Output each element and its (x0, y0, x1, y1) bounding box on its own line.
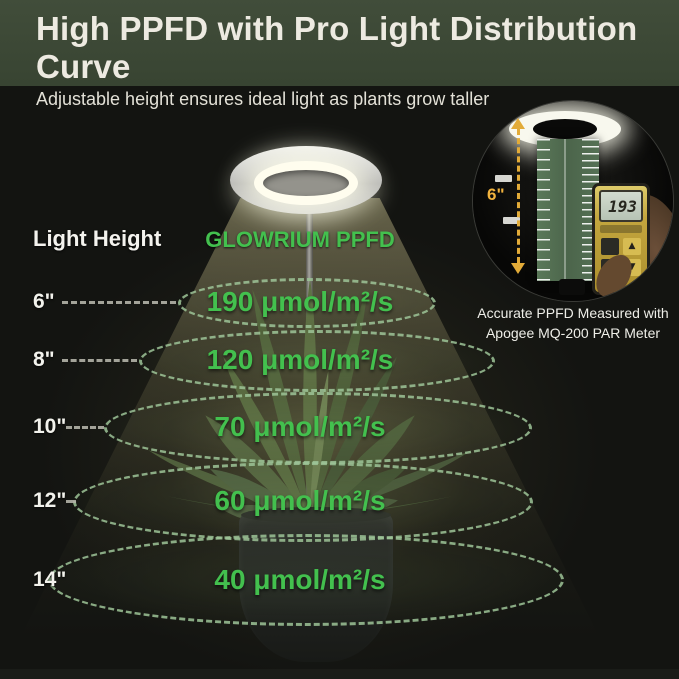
inset-distance-label: 6" (487, 185, 505, 204)
ppfd-value-14in: 40 μmol/m²/s (214, 564, 386, 595)
ruler-ticks-left (537, 139, 550, 281)
distribution-ellipse-6in (178, 278, 436, 328)
height-label-10in: 10" (33, 415, 67, 438)
ruler-label-chip (503, 217, 520, 224)
height-label-12in: 12" (33, 489, 67, 512)
meter-brand-strip (600, 225, 642, 233)
height-label-6in: 6" (33, 290, 55, 313)
ruler-divider (564, 139, 566, 281)
measurement-inset-photo: 193 ▲ ▼ 6" (473, 101, 673, 301)
ppfd-value-12in: 60 μmol/m²/s (214, 485, 386, 516)
inset-ring-light-hole (533, 119, 597, 139)
meter-lcd-display: 193 (599, 190, 643, 222)
ppfd-column-header: GLOWRIUM PPFD (205, 227, 395, 252)
light-height-column-header: Light Height (33, 226, 162, 251)
caption-line-2: Apogee MQ-200 PAR Meter (485, 325, 661, 341)
leader-line-6in (62, 301, 176, 304)
distance-arrow-up-icon (511, 118, 525, 129)
ppfd-value-10in: 70 μmol/m²/s (214, 411, 386, 442)
distribution-ellipse-8in (139, 330, 495, 392)
ring-light-glow (254, 161, 358, 205)
inset-caption: Accurate PPFD Measured with Apogee MQ-20… (443, 303, 679, 343)
page-title: High PPFD with Pro Light Distribution Cu… (36, 10, 638, 85)
height-label-8in: 8" (33, 348, 55, 371)
distance-arrow-line (517, 129, 520, 263)
header-band: High PPFD with Pro Light Distribution Cu… (0, 0, 679, 109)
leader-line-10in (66, 426, 104, 429)
ruler-stand (559, 279, 585, 295)
meter-button-dark (601, 238, 619, 255)
leader-line-12in (66, 500, 76, 503)
distribution-ellipse-14in (48, 534, 564, 626)
ruler (537, 139, 599, 281)
height-label-14in: 14" (33, 568, 67, 591)
ppfd-value-6in: 190 μmol/m²/s (206, 286, 394, 317)
ppfd-value-8in: 120 μmol/m²/s (206, 344, 394, 375)
ruler-label-chip (495, 175, 512, 182)
caption-line-1: Accurate PPFD Measured with (477, 305, 669, 321)
distance-arrow-down-icon (511, 263, 525, 274)
floor-strip (0, 669, 679, 679)
page-subtitle: Adjustable height ensures ideal light as… (36, 89, 490, 109)
leader-line-8in (62, 359, 137, 362)
meter-button-up-icon: ▲ (623, 238, 641, 255)
